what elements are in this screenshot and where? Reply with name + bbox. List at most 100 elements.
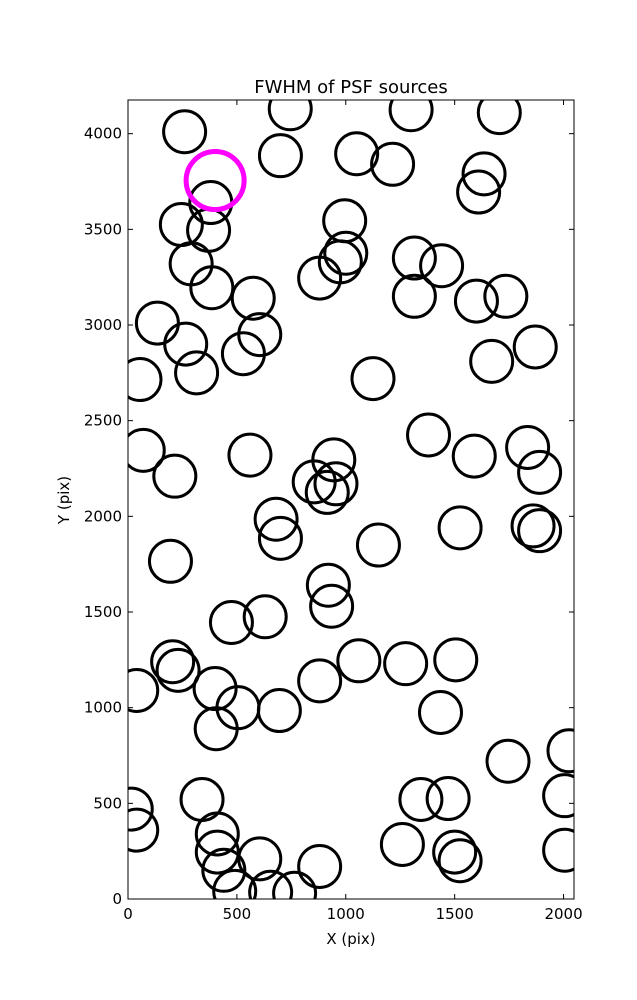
source-circle xyxy=(186,207,232,253)
source-circle xyxy=(297,658,343,704)
source-circle xyxy=(451,433,497,479)
source-circle xyxy=(168,241,214,287)
source-circle xyxy=(517,508,563,554)
source-circle xyxy=(388,100,434,133)
source-circle xyxy=(469,338,515,384)
source-circle xyxy=(425,776,471,822)
source-circle xyxy=(257,515,303,561)
source-circle xyxy=(193,706,239,752)
y-tick-label: 1000 xyxy=(84,699,122,717)
y-tick-label: 1500 xyxy=(84,603,122,621)
source-circle xyxy=(242,594,288,640)
y-tick-label: 4000 xyxy=(84,125,122,143)
source-circle xyxy=(163,321,209,367)
source-circle xyxy=(128,807,160,853)
source-circle xyxy=(334,131,380,177)
source-circle xyxy=(313,461,359,507)
source-circle xyxy=(391,235,437,281)
source-circle xyxy=(398,777,444,823)
source-circle xyxy=(456,169,502,215)
source-circle xyxy=(437,838,483,884)
source-circle xyxy=(383,641,429,687)
source-circle xyxy=(379,821,425,867)
y-tick-label: 3500 xyxy=(84,220,122,238)
x-tick-label: 1500 xyxy=(436,905,474,923)
source-circle xyxy=(433,637,479,683)
source-circle xyxy=(162,109,208,155)
chart-title: FWHM of PSF sources xyxy=(254,77,448,98)
source-circle xyxy=(391,273,437,319)
source-circle xyxy=(453,278,499,324)
source-circle xyxy=(512,324,558,370)
source-circle xyxy=(257,133,303,179)
source-circle xyxy=(510,503,556,549)
source-circle xyxy=(350,356,396,402)
source-circle xyxy=(517,449,563,495)
source-circle xyxy=(336,638,382,684)
source-circle xyxy=(237,836,283,882)
source-circle xyxy=(297,255,343,301)
source-circle xyxy=(227,432,273,478)
source-circle xyxy=(267,100,313,132)
source-circle xyxy=(152,453,198,499)
y-tick-label: 3000 xyxy=(84,316,122,334)
axes-frame xyxy=(127,99,575,900)
source-circle xyxy=(248,869,294,899)
source-circle xyxy=(476,100,522,136)
source-circle xyxy=(147,538,193,584)
source-circle xyxy=(155,647,201,693)
x-tick-label: 500 xyxy=(223,905,252,923)
x-tick-label: 2000 xyxy=(544,905,582,923)
source-circle xyxy=(485,738,531,784)
source-circle xyxy=(253,496,299,542)
source-circle xyxy=(419,243,465,289)
x-axis: 0 500 1000 1500 2000 xyxy=(123,100,583,923)
source-circle xyxy=(230,275,276,321)
source-circle xyxy=(483,273,529,319)
y-axis: 0 500 1000 1500 2000 2500 3000 3500 4000 xyxy=(84,125,574,908)
source-circle xyxy=(212,868,258,899)
source-circle xyxy=(201,847,247,893)
plot-area xyxy=(128,100,574,899)
source-circle xyxy=(220,331,266,377)
source-circle xyxy=(291,459,337,505)
source-circle xyxy=(128,357,163,403)
source-circle xyxy=(309,583,355,629)
source-circle xyxy=(237,312,283,358)
source-circle xyxy=(432,829,478,875)
source-circle xyxy=(272,870,318,899)
source-circle xyxy=(542,827,574,873)
source-circle xyxy=(174,350,220,396)
highlighted-source-circle xyxy=(183,149,247,213)
source-circle xyxy=(305,562,351,608)
source-circle xyxy=(370,141,416,187)
y-axis-label: Y (pix) xyxy=(55,476,73,525)
x-axis-label: X (pix) xyxy=(326,930,375,948)
x-tick-label: 0 xyxy=(123,905,133,923)
source-circle xyxy=(406,412,452,458)
source-circle xyxy=(542,773,574,819)
source-circle xyxy=(192,666,238,712)
source-circle xyxy=(194,811,240,857)
y-tick-label: 500 xyxy=(93,794,122,812)
source-circle xyxy=(355,522,401,568)
source-circle xyxy=(256,688,302,734)
source-circle xyxy=(128,427,166,473)
source-circle xyxy=(418,689,464,735)
source-circle xyxy=(304,469,350,515)
source-circle xyxy=(189,265,235,311)
source-circle xyxy=(208,600,254,646)
x-tick-label: 1000 xyxy=(327,905,365,923)
source-circle xyxy=(297,843,343,889)
y-tick-label: 0 xyxy=(112,890,122,908)
source-circle xyxy=(134,300,180,346)
source-circle xyxy=(437,505,483,551)
source-circle xyxy=(158,202,204,248)
source-circle xyxy=(323,230,369,276)
source-circle xyxy=(128,667,160,713)
source-circle xyxy=(505,424,551,470)
source-circle xyxy=(546,728,574,774)
source-circle xyxy=(128,786,154,832)
source-circle xyxy=(150,639,196,685)
